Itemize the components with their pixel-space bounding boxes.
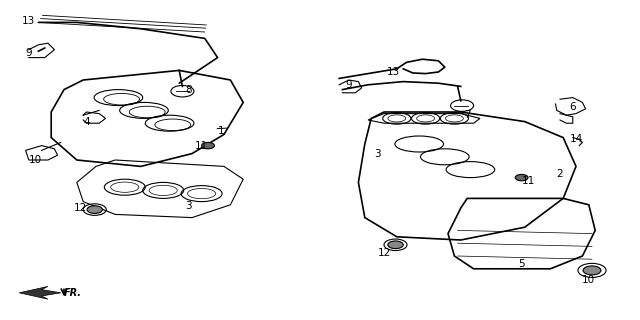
Text: 12: 12 xyxy=(74,203,86,213)
Text: 12: 12 xyxy=(378,248,390,258)
Text: 3: 3 xyxy=(186,201,192,212)
Text: 2: 2 xyxy=(557,169,563,180)
Text: 1: 1 xyxy=(218,126,224,136)
Ellipse shape xyxy=(515,174,528,181)
Text: 11: 11 xyxy=(195,140,208,151)
Text: 3: 3 xyxy=(374,148,381,159)
Text: 10: 10 xyxy=(582,275,595,285)
Ellipse shape xyxy=(388,241,403,249)
Text: 9: 9 xyxy=(346,80,352,90)
Text: 4: 4 xyxy=(83,116,90,127)
Ellipse shape xyxy=(202,142,214,149)
Text: 13: 13 xyxy=(22,16,35,26)
Ellipse shape xyxy=(583,266,601,275)
Text: 10: 10 xyxy=(29,155,42,165)
Text: 13: 13 xyxy=(387,67,400,77)
Text: 11: 11 xyxy=(522,176,534,186)
Text: 8: 8 xyxy=(186,84,192,95)
Text: 14: 14 xyxy=(570,134,582,144)
Text: 6: 6 xyxy=(570,102,576,112)
Text: FR.: FR. xyxy=(64,288,82,298)
Text: 7: 7 xyxy=(464,110,470,120)
Text: 9: 9 xyxy=(26,48,32,58)
Ellipse shape xyxy=(87,206,102,213)
Polygon shape xyxy=(19,286,61,299)
Text: 5: 5 xyxy=(518,259,525,269)
